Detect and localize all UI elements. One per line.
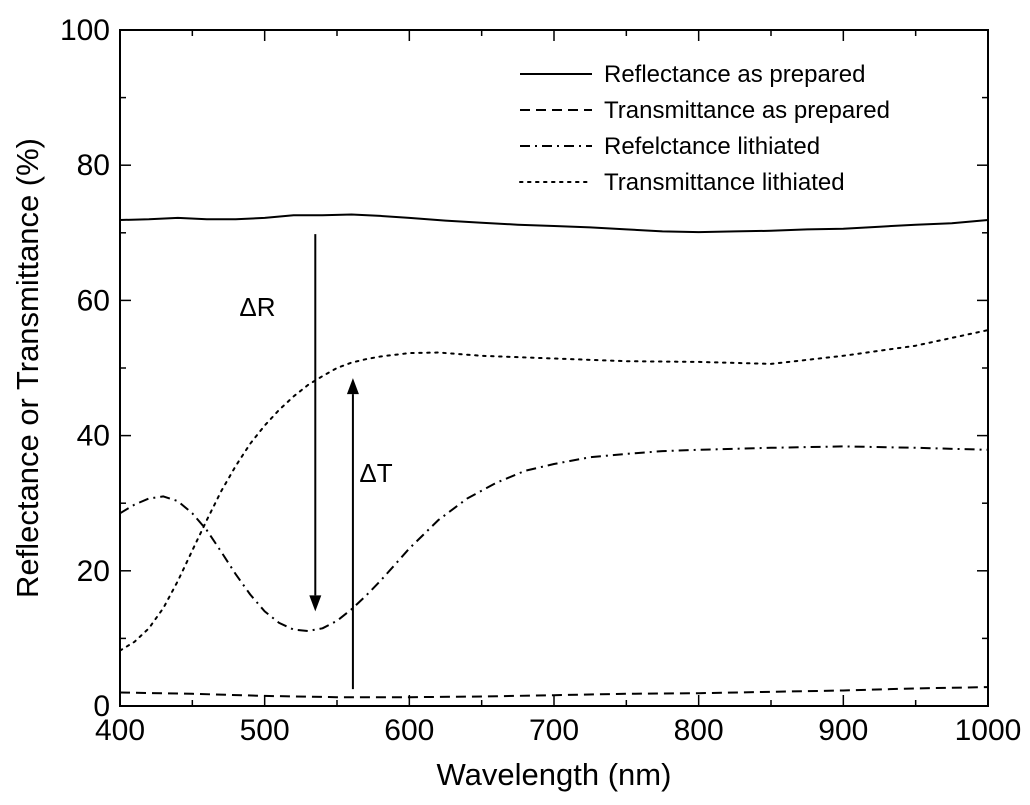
plot-frame xyxy=(119,29,989,707)
annotation-label-1: ΔR xyxy=(239,292,275,322)
series-line-1 xyxy=(119,213,989,234)
y-tick-label: 20 xyxy=(77,555,110,588)
tick-labels: 400 500 600 700 800 900 1000 0 20 40 60 80 100 xyxy=(60,14,1021,747)
y-tick-label: 80 xyxy=(77,149,110,182)
annotation-arrowhead-1 xyxy=(309,595,322,612)
annotation-arrowhead-2 xyxy=(346,378,359,395)
axis-ticks xyxy=(119,29,989,707)
x-tick-label: 400 xyxy=(95,714,145,747)
x-tick-label: 600 xyxy=(384,714,434,747)
annotation-label-2: ΔT xyxy=(359,458,392,488)
y-tick-label: 60 xyxy=(77,284,110,317)
legend-entry-1: Reflectance as prepared xyxy=(604,61,866,88)
x-tick-label: 800 xyxy=(674,714,724,747)
x-axis-label: Wavelength (nm) xyxy=(437,757,672,792)
x-tick-label: 500 xyxy=(240,714,290,747)
series-line-4 xyxy=(119,329,989,652)
x-tick-label: 1000 xyxy=(955,714,1022,747)
y-tick-label: 40 xyxy=(77,420,110,453)
series-line-2 xyxy=(119,686,989,699)
y-tick-label: 100 xyxy=(60,14,110,47)
series-line-3 xyxy=(119,445,989,632)
series-layer xyxy=(119,213,989,699)
legend-entry-3: Refelctance lithiated xyxy=(604,133,820,160)
x-tick-label: 700 xyxy=(529,714,579,747)
legend-entry-2: Transmittance as prepared xyxy=(604,97,890,124)
y-axis-label: Reflectance or Transmittance (%) xyxy=(10,138,45,598)
legend: Reflectance as prepared Transmittance as … xyxy=(519,61,890,196)
x-tick-label: 900 xyxy=(818,714,868,747)
y-tick-label: 0 xyxy=(93,690,110,723)
legend-entry-4: Transmittance lithiated xyxy=(604,169,845,196)
annotation-layer: ΔR ΔT xyxy=(239,234,393,690)
